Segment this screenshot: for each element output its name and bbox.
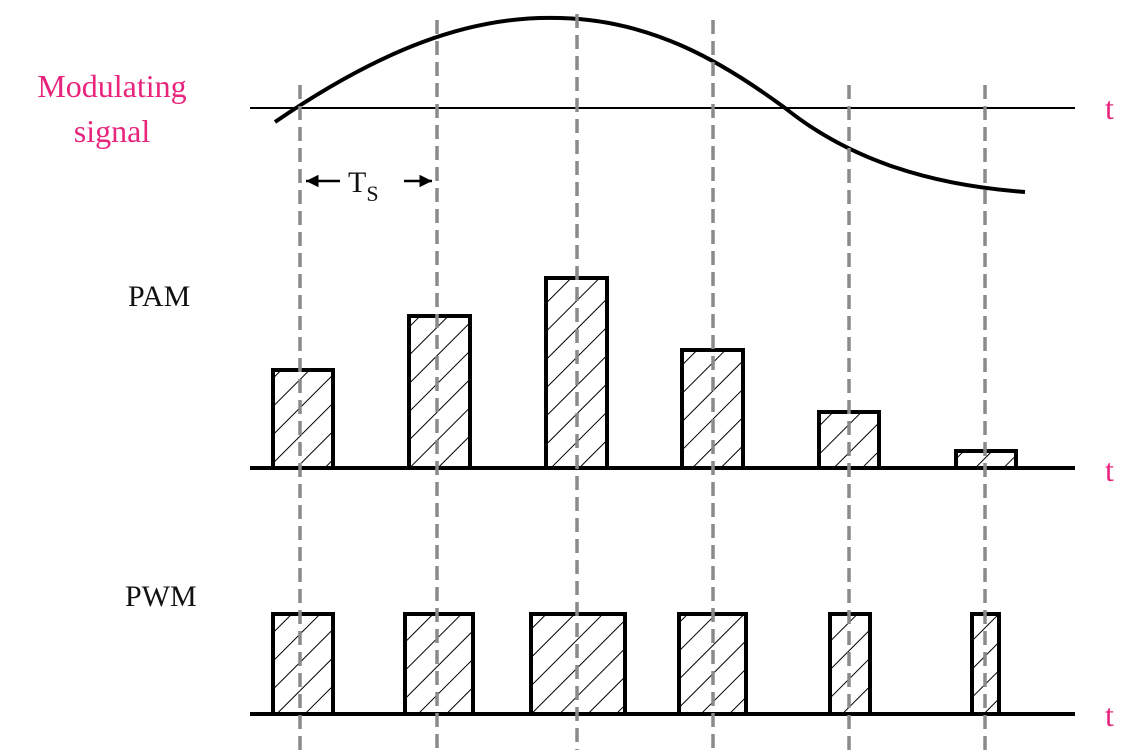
pam-pulse <box>817 410 881 470</box>
pwm-pulse <box>271 612 335 716</box>
pam-pulse <box>271 368 335 470</box>
pwm-pulses <box>271 612 1001 716</box>
pam-label: PAM <box>128 280 190 313</box>
t-axis-label: t <box>1105 452 1114 488</box>
t-axis-label: t <box>1105 697 1114 733</box>
signal-curve <box>273 15 1026 194</box>
pwm-label: PWM <box>125 580 197 613</box>
sampling-lines <box>298 14 987 750</box>
modulating-label: Modulating <box>37 68 186 104</box>
ts-label: TS <box>348 166 379 206</box>
ts-main: T <box>348 166 366 199</box>
ts-sub: S <box>366 181 378 206</box>
pam-pulse <box>407 314 472 470</box>
modulating-label: signal <box>74 113 151 149</box>
t-axis-label: t <box>1105 90 1114 126</box>
pam-pulses <box>271 276 1018 470</box>
pwm-pulse <box>403 612 475 716</box>
